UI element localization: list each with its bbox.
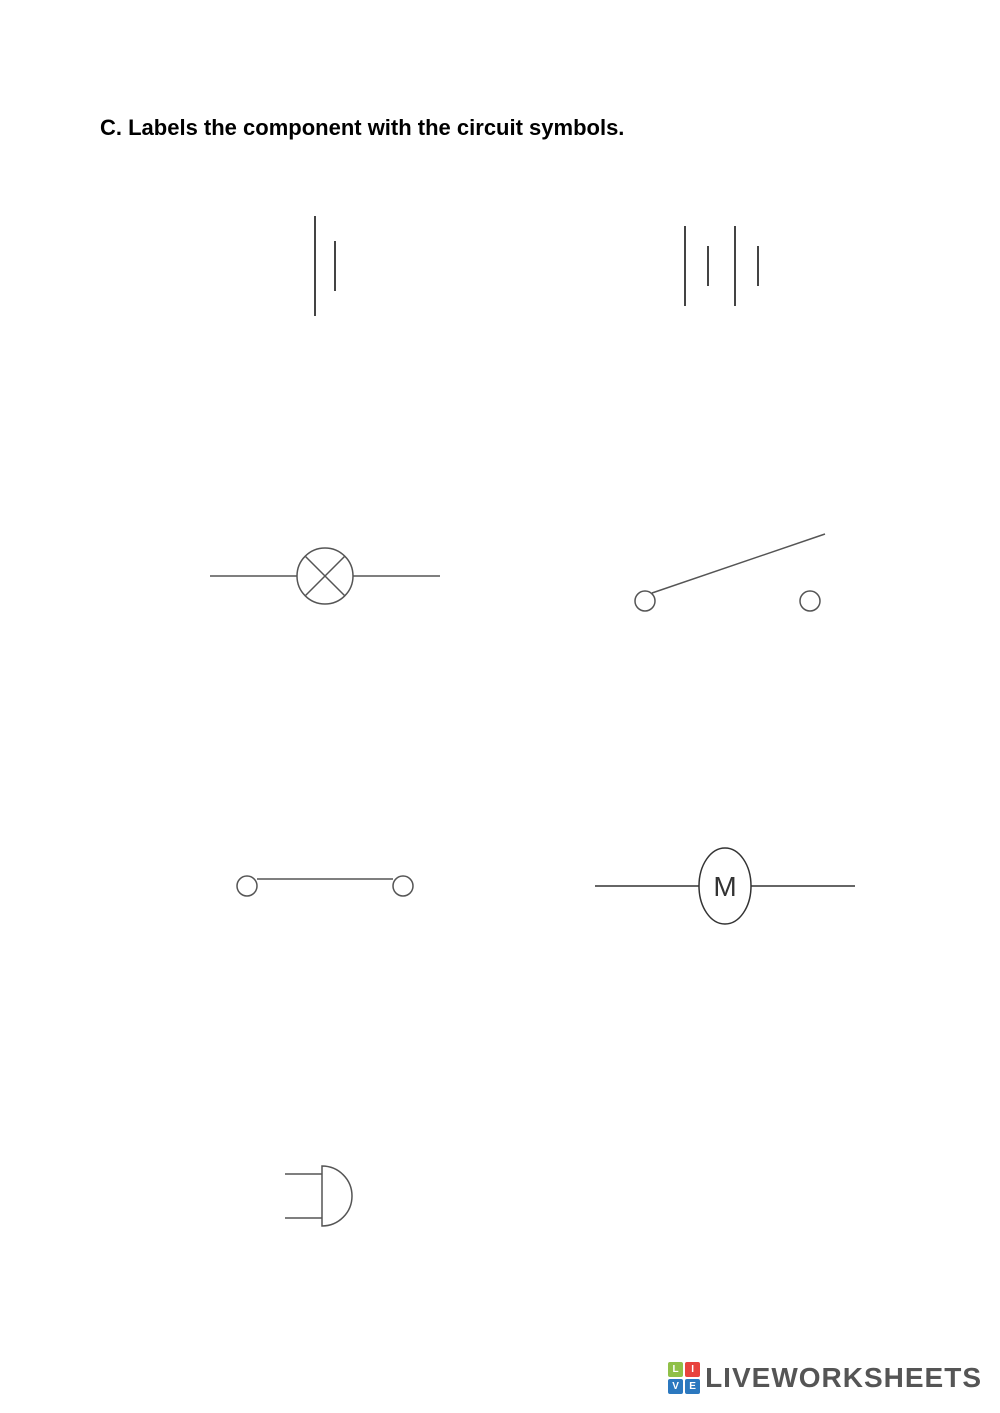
watermark-sq-v: V: [668, 1379, 683, 1394]
watermark: L I V E LIVEWORKSHEETS: [667, 1361, 982, 1395]
buzzer-icon: [280, 1156, 370, 1236]
symbol-lamp: [170, 511, 480, 641]
symbol-buzzer: [170, 1131, 480, 1261]
watermark-sq-l: L: [668, 1362, 683, 1377]
watermark-text: LIVEWORKSHEETS: [705, 1362, 982, 1394]
lamp-icon: [210, 536, 440, 616]
watermark-sq-i: I: [685, 1362, 700, 1377]
symbol-motor: M: [570, 821, 880, 951]
watermark-sq-e: E: [685, 1379, 700, 1394]
symbols-grid: M: [100, 201, 900, 1261]
cell-icon: [295, 206, 355, 326]
closed-switch-icon: [225, 861, 425, 911]
motor-icon: M: [595, 836, 855, 936]
instruction-text: C. Labels the component with the circuit…: [100, 115, 900, 141]
symbol-cell: [170, 201, 480, 331]
empty-cell: [570, 1131, 880, 1261]
symbol-closed-switch: [170, 821, 480, 951]
worksheet-page: C. Labels the component with the circuit…: [0, 0, 1000, 1413]
symbol-battery: [570, 201, 880, 331]
watermark-icon: L I V E: [667, 1361, 701, 1395]
open-switch-icon: [620, 526, 830, 626]
battery-icon: [670, 211, 780, 321]
motor-label: M: [713, 871, 736, 902]
symbol-open-switch: [570, 511, 880, 641]
